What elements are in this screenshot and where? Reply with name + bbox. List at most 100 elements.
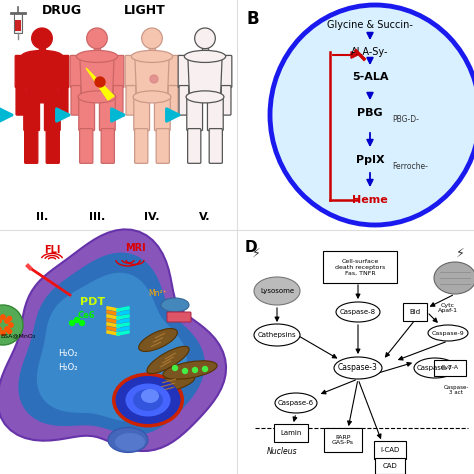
Text: LIGHT: LIGHT <box>124 3 166 17</box>
Circle shape <box>1 331 5 335</box>
Text: ALA-Sy-: ALA-Sy- <box>351 47 389 57</box>
Text: Caspase-3: Caspase-3 <box>338 364 378 373</box>
Text: PpIX: PpIX <box>356 155 384 165</box>
Circle shape <box>182 368 188 374</box>
Ellipse shape <box>139 328 177 351</box>
FancyBboxPatch shape <box>237 0 474 230</box>
FancyBboxPatch shape <box>113 85 123 115</box>
Text: Cell-surface
death receptors
Fas, TNFR: Cell-surface death receptors Fas, TNFR <box>335 259 385 275</box>
Ellipse shape <box>336 302 380 322</box>
Text: Caspase-6: Caspase-6 <box>278 400 314 406</box>
FancyBboxPatch shape <box>167 312 191 322</box>
FancyBboxPatch shape <box>57 55 69 88</box>
Text: Mn²⁺: Mn²⁺ <box>149 289 167 298</box>
Text: Glycine & Succin-: Glycine & Succin- <box>327 20 413 30</box>
FancyBboxPatch shape <box>274 424 308 442</box>
FancyBboxPatch shape <box>221 85 231 115</box>
Text: PBG-D-: PBG-D- <box>392 115 419 124</box>
FancyBboxPatch shape <box>179 85 189 115</box>
Circle shape <box>202 366 208 372</box>
Text: H₂O₂: H₂O₂ <box>58 349 78 358</box>
Text: 5-ALA: 5-ALA <box>352 72 388 82</box>
Text: Cyc-A: Cyc-A <box>441 365 459 371</box>
FancyBboxPatch shape <box>58 85 68 115</box>
FancyBboxPatch shape <box>149 48 155 55</box>
Polygon shape <box>25 55 59 97</box>
Circle shape <box>0 305 23 345</box>
Circle shape <box>9 323 13 327</box>
Ellipse shape <box>133 91 171 103</box>
FancyBboxPatch shape <box>125 55 137 88</box>
FancyBboxPatch shape <box>46 128 59 164</box>
Text: Caspase-
3 act: Caspase- 3 act <box>443 384 469 395</box>
FancyBboxPatch shape <box>39 48 45 55</box>
Ellipse shape <box>76 50 118 63</box>
FancyBboxPatch shape <box>70 55 82 88</box>
FancyBboxPatch shape <box>403 303 427 321</box>
Circle shape <box>70 320 74 326</box>
Ellipse shape <box>414 358 456 378</box>
Ellipse shape <box>141 389 159 403</box>
FancyBboxPatch shape <box>220 55 232 88</box>
Text: Ferroche-: Ferroche- <box>392 162 428 171</box>
Ellipse shape <box>254 277 300 305</box>
FancyBboxPatch shape <box>100 96 115 131</box>
Text: Lamin: Lamin <box>280 430 301 436</box>
Polygon shape <box>80 55 114 97</box>
Text: Caspase-9: Caspase-9 <box>432 330 465 336</box>
Circle shape <box>74 318 80 322</box>
FancyBboxPatch shape <box>24 96 39 131</box>
Text: H₂O₂: H₂O₂ <box>58 363 78 372</box>
Text: II.: II. <box>36 212 48 222</box>
Text: Nucleus: Nucleus <box>267 447 297 456</box>
FancyBboxPatch shape <box>324 428 362 452</box>
Text: BSA@MnO₂: BSA@MnO₂ <box>0 334 36 338</box>
Circle shape <box>5 327 9 331</box>
FancyBboxPatch shape <box>374 441 406 459</box>
Text: Caspase-8: Caspase-8 <box>340 309 376 315</box>
Text: ⚡: ⚡ <box>252 246 260 259</box>
Polygon shape <box>188 55 222 97</box>
FancyBboxPatch shape <box>15 55 27 88</box>
FancyBboxPatch shape <box>135 128 148 164</box>
Circle shape <box>32 28 52 49</box>
FancyBboxPatch shape <box>15 14 21 20</box>
FancyBboxPatch shape <box>237 230 474 474</box>
Ellipse shape <box>184 50 226 63</box>
Ellipse shape <box>133 389 163 411</box>
Ellipse shape <box>163 361 217 379</box>
Text: I-CAD: I-CAD <box>380 447 400 453</box>
Ellipse shape <box>161 298 189 312</box>
FancyBboxPatch shape <box>45 96 60 131</box>
Text: Cathepsins: Cathepsins <box>258 332 296 338</box>
Text: B: B <box>247 10 260 28</box>
Ellipse shape <box>275 393 317 413</box>
FancyBboxPatch shape <box>188 128 201 164</box>
FancyBboxPatch shape <box>155 96 170 131</box>
Ellipse shape <box>334 357 382 379</box>
Text: D: D <box>245 240 258 255</box>
FancyBboxPatch shape <box>14 13 22 33</box>
FancyBboxPatch shape <box>323 251 397 283</box>
Ellipse shape <box>112 373 184 428</box>
Text: MRI: MRI <box>125 243 146 253</box>
Circle shape <box>7 317 11 321</box>
Ellipse shape <box>254 324 300 346</box>
Text: ⚡: ⚡ <box>456 246 465 259</box>
Text: PARP
GAS-Ps: PARP GAS-Ps <box>332 435 354 446</box>
Ellipse shape <box>270 5 474 225</box>
Circle shape <box>80 320 84 326</box>
Ellipse shape <box>147 346 189 374</box>
Polygon shape <box>86 68 114 100</box>
Ellipse shape <box>428 325 468 341</box>
FancyBboxPatch shape <box>209 128 222 164</box>
Text: Lysosome: Lysosome <box>260 288 294 294</box>
Circle shape <box>173 365 177 371</box>
FancyBboxPatch shape <box>202 48 208 55</box>
FancyBboxPatch shape <box>15 19 21 31</box>
Text: Caspase-7: Caspase-7 <box>417 365 453 371</box>
Circle shape <box>142 28 162 49</box>
FancyBboxPatch shape <box>178 55 190 88</box>
FancyBboxPatch shape <box>0 0 237 230</box>
Ellipse shape <box>131 50 173 63</box>
